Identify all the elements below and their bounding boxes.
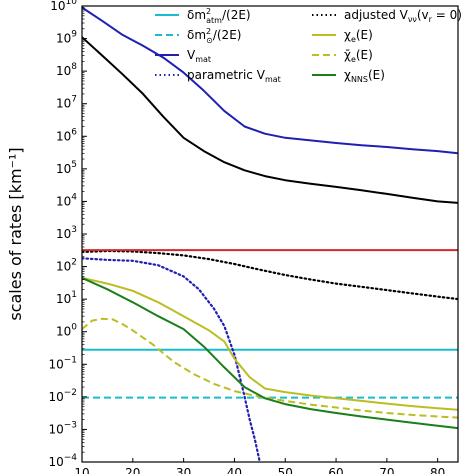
legend-label: χ̄e(E)	[344, 48, 373, 64]
legend-label: parametric Vmat	[187, 68, 281, 84]
x-tick-label: 80	[430, 466, 445, 474]
y-tick-label: 106	[56, 127, 77, 143]
legend-entry-6: χ̄e(E)	[312, 48, 373, 64]
legend-label: δm2 atm/(2E)	[187, 7, 251, 25]
y-axis-title: scales of rates [km⁻¹]	[6, 147, 25, 320]
legend-label: χNNS(E)	[344, 68, 385, 84]
y-tick-label: 104	[56, 192, 77, 208]
y-tick-label: 100	[56, 323, 77, 339]
y-tick-label: 107	[56, 95, 77, 111]
legend: δm2 atm/(2E) δm2 ⊙/(2E) Vmat parametric Vmat a…	[155, 7, 462, 84]
series-layer	[82, 6, 458, 462]
legend-entry-1: δm2 ⊙/(2E)	[155, 27, 241, 45]
series-line-5	[82, 276, 458, 411]
legend-entry-3: parametric Vmat	[155, 68, 281, 84]
legend-label: Vmat	[187, 48, 211, 64]
legend-label: δm2 ⊙/(2E)	[187, 27, 241, 45]
legend-label: adjusted Vνν(vr = 0)	[344, 8, 462, 24]
legend-entry-4: adjusted Vνν(vr = 0)	[312, 8, 462, 24]
x-tick-label: 70	[379, 466, 394, 474]
series-line-8	[82, 36, 458, 204]
series-line-3	[82, 257, 261, 462]
y-tick-label: 10−4	[48, 453, 77, 469]
x-tick-label: 40	[227, 466, 242, 474]
series-line-7	[82, 276, 458, 430]
legend-entry-2: Vmat	[155, 48, 211, 64]
x-tick-label: 10	[74, 466, 89, 474]
y-tick-label: 101	[56, 290, 77, 306]
y-tick-label: 108	[56, 62, 77, 78]
legend-entry-7: χNNS(E)	[312, 68, 385, 84]
y-tick-label: 105	[56, 160, 77, 176]
x-tick-label: 50	[278, 466, 293, 474]
legend-label: χe(E)	[344, 28, 373, 44]
y-tick-label: 109	[56, 30, 77, 46]
y-tick-label: 102	[56, 258, 77, 274]
series-line-4	[82, 249, 458, 301]
x-tick-label: 60	[328, 466, 343, 474]
series-line-2	[82, 6, 458, 155]
y-tick-label: 1010	[50, 0, 77, 13]
y-tick-label: 10−2	[48, 388, 77, 404]
series-line-6	[82, 317, 458, 419]
y-tick-label: 103	[56, 225, 77, 241]
legend-entry-0: δm2 atm/(2E)	[155, 7, 251, 25]
legend-entry-5: χe(E)	[312, 28, 373, 44]
x-tick-label: 30	[176, 466, 191, 474]
y-tick-label: 10−3	[48, 420, 77, 436]
y-tick-label: 10−1	[48, 355, 77, 371]
ticks-layer: 10 20 30 40 50 60 70 80 10−4 10−3 10−2 10−1 100 101 10…	[48, 0, 445, 474]
x-tick-label: 20	[125, 466, 140, 474]
